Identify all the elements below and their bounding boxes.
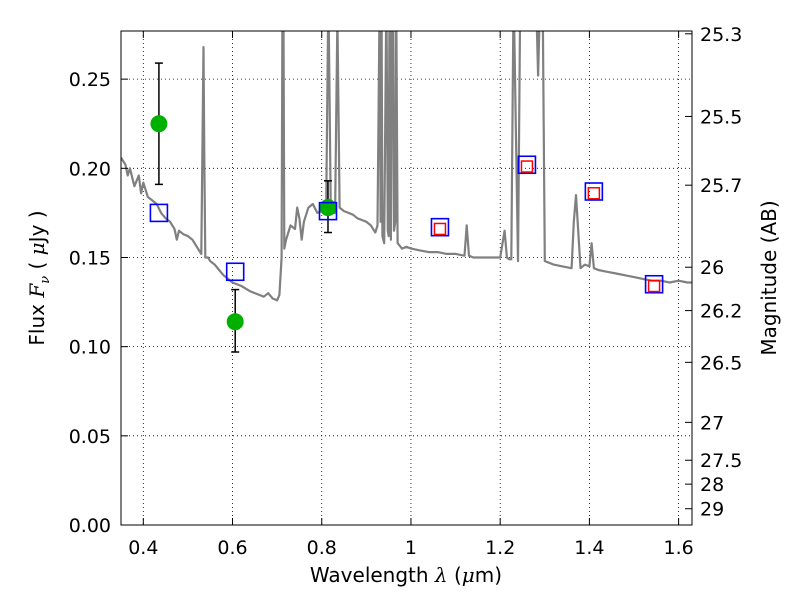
plot-frame [120,30,693,526]
model-flux-small-square [647,279,661,293]
model-flux-square [149,203,169,223]
model-flux-square [318,201,338,221]
x-tick-label: 1.4 [574,537,604,559]
x-tick-label: 0.6 [217,537,247,559]
magnitude-tick-label: 27 [700,412,724,434]
model-flux-small-square [520,160,534,173]
model-flux-square [430,217,450,237]
magnitude-tick-label: 25.5 [700,106,742,128]
magnitude-tick-label: 27.5 [700,450,742,472]
y-tick-label: 0.00 [69,515,111,537]
model-flux-small-square [433,222,447,236]
model-flux-square [225,262,245,282]
observed-flux-point [150,115,168,133]
magnitude-tick-label: 26.2 [700,301,742,323]
y-axis-label: Flux Fν ( μJy ) [25,210,53,345]
x-axis-label: Wavelength λ (μm) [310,563,502,587]
model-flux-small-square [587,187,601,200]
x-tick-label: 0.8 [307,537,337,559]
plot-background [121,31,692,525]
x-tick-label: 1 [405,537,417,559]
magnitude-tick-label: 28 [700,474,724,496]
y-tick-label: 0.15 [69,247,111,269]
magnitude-tick-label: 26 [700,257,724,279]
magnitude-tick-label: 25.3 [700,24,742,46]
magnitude-tick-label: 26.5 [700,352,742,374]
x-tick-label: 1.6 [664,537,694,559]
magnitude-tick-label: 29 [700,499,724,521]
axis-ticks: 0.4 0.6 0.8 1 1.2 1.4 1.6 0.00 0.05 0.10 0.15 0.20 0… [69,24,743,559]
magnitude-tick-label: 25.7 [700,175,742,197]
y-tick-label: 0.10 [69,337,111,359]
y-tick-label: 0.05 [69,426,111,448]
y-tick-label: 0.25 [69,69,111,91]
observed-flux-point [226,313,244,331]
model-flux-square [644,274,664,294]
x-tick-label: 1.2 [485,537,515,559]
model-flux-square [517,155,537,175]
model-flux-square [584,182,604,201]
x-tick-label: 0.4 [128,537,158,559]
magnitude-axis-label: Magnitude (AB) [757,200,781,355]
plot-area [121,31,692,353]
spectrum-line [121,31,692,302]
y-tick-label: 0.20 [69,158,111,180]
